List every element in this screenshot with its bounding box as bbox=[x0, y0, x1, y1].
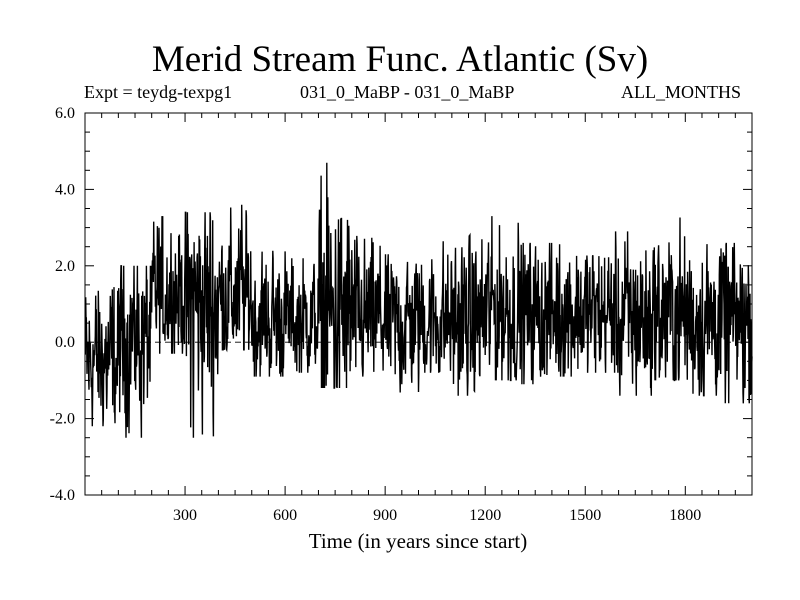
x-axis-label: Time (in years since start) bbox=[309, 529, 528, 553]
x-tick-label: 1800 bbox=[669, 507, 701, 524]
y-tick-label: -2.0 bbox=[50, 411, 75, 428]
months-label: ALL_MONTHS bbox=[621, 82, 741, 102]
chart-title: Merid Stream Func. Atlantic (Sv) bbox=[151, 39, 649, 80]
x-tick-label: 1200 bbox=[469, 507, 501, 524]
experiment-label: Expt = teydg-texpg1 bbox=[84, 82, 233, 102]
y-tick-label: 6.0 bbox=[55, 105, 75, 122]
x-tick-label: 900 bbox=[373, 507, 397, 524]
x-axis-ticks: 300 600 900 1200 1500 1800 bbox=[84, 113, 753, 524]
y-tick-label: -4.0 bbox=[50, 487, 75, 504]
series-line bbox=[84, 162, 753, 438]
y-tick-label: 2.0 bbox=[55, 258, 75, 275]
x-tick-label: 1500 bbox=[569, 507, 601, 524]
y-tick-label: 4.0 bbox=[55, 181, 75, 198]
y-tick-label: 0.0 bbox=[55, 334, 75, 351]
x-tick-label: 600 bbox=[273, 507, 297, 524]
x-tick-label: 300 bbox=[173, 507, 197, 524]
period-label: 031_0_MaBP - 031_0_MaBP bbox=[300, 82, 515, 102]
